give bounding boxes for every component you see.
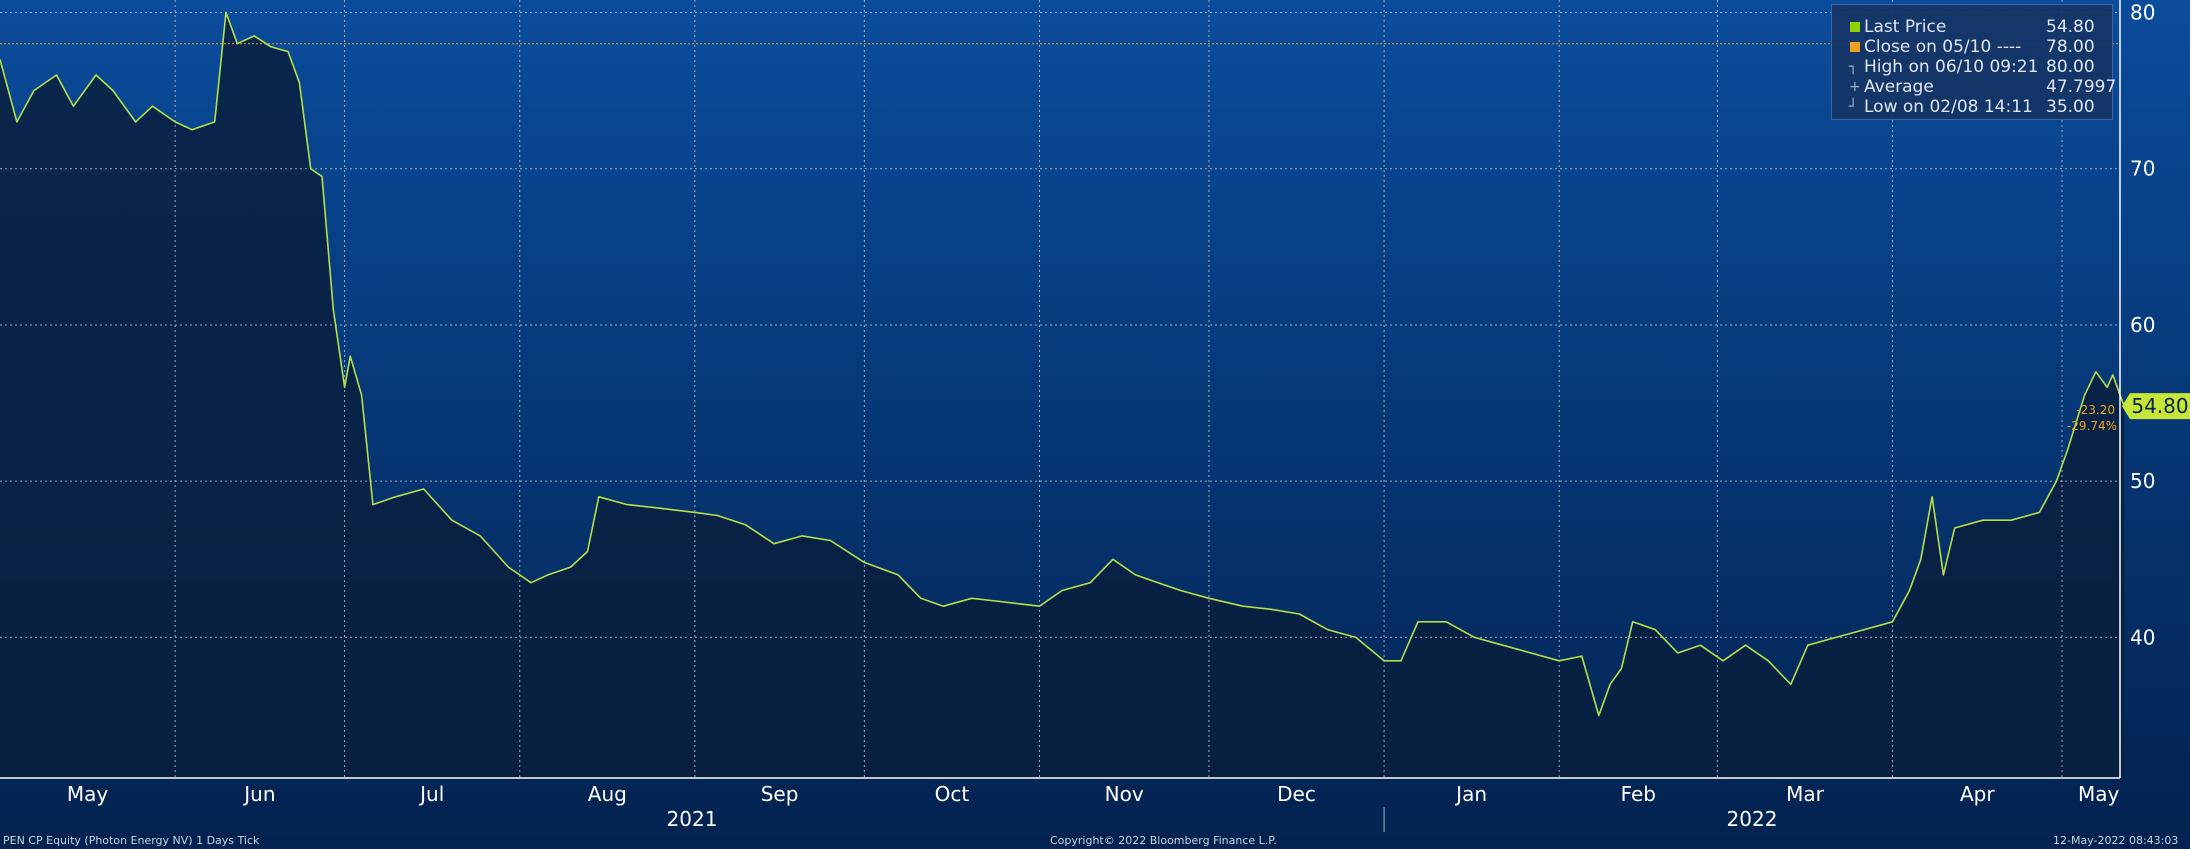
month-label: Feb [1621, 782, 1656, 806]
last-price-badge-label: 54.80 [2131, 394, 2188, 418]
chart-legend: Last Price 54.80 Close on 05/10 ---- 78.… [1831, 4, 2117, 120]
last-price-marker-icon [1850, 22, 1860, 32]
month-label: May [2078, 782, 2120, 806]
average-icon: + [1849, 79, 1861, 95]
price-line [0, 11, 2125, 717]
year-label: 2021 [667, 807, 718, 831]
change-percent-label: -29.74% [2067, 419, 2117, 433]
price-area [0, 12, 2125, 778]
footer-copyright: Copyright© 2022 Bloomberg Finance L.P. [1050, 834, 1277, 847]
year-label: 2022 [1727, 807, 1778, 831]
month-label: Oct [935, 782, 970, 806]
close-marker-icon [1850, 42, 1860, 52]
last-price-badge [2122, 393, 2190, 420]
change-label: -23.20 [2076, 403, 2115, 417]
month-label: Sep [761, 782, 799, 806]
high-icon: ┐ [1849, 59, 1858, 75]
month-label: Jun [242, 782, 275, 806]
legend-item-close: Close on 05/10 ---- 78.00 [1832, 37, 2112, 57]
legend-item-low: ┘ Low on 02/08 14:11 35.00 [1849, 97, 2095, 117]
legend-item-average: + Average 47.7997 [1849, 77, 2117, 97]
low-icon: ┘ [1849, 99, 1858, 115]
month-label: Dec [1277, 782, 1316, 806]
legend-item-last-price: Last Price 54.80 [1832, 17, 2112, 37]
footer-timestamp: 12-May-2022 08:43:03 [2053, 834, 2179, 847]
footer-security-info: PEN CP Equity (Photon Energy NV) 1 Days … [3, 834, 260, 847]
month-label: Apr [1960, 782, 1995, 806]
y-tick-label: 80 [2130, 0, 2155, 24]
legend-item-high: ┐ High on 06/10 09:21 80.00 [1849, 57, 2095, 77]
month-label: Nov [1105, 782, 1144, 806]
month-label: Jan [1454, 782, 1487, 806]
month-label: Mar [1786, 782, 1825, 806]
y-tick-label: 40 [2130, 625, 2155, 649]
y-tick-label: 60 [2130, 313, 2155, 337]
month-label: Jul [418, 782, 444, 806]
month-label: May [67, 782, 109, 806]
y-tick-label: 70 [2130, 157, 2155, 181]
month-label: Aug [588, 782, 627, 806]
y-tick-label: 50 [2130, 469, 2155, 493]
